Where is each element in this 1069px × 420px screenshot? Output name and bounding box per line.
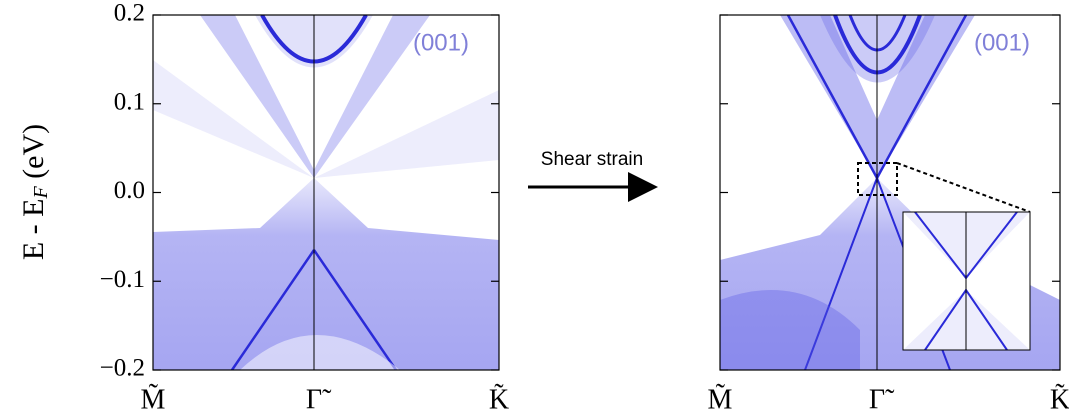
y-tick-label: −0.2 — [100, 355, 145, 382]
x-tick-label: M̃ — [141, 384, 166, 415]
zoom-box — [857, 162, 898, 196]
zoom-connector — [896, 162, 1031, 213]
spectral-map-left — [153, 15, 499, 370]
x-tick-label: Γ̃ — [306, 384, 332, 415]
y-tick-label: 0.1 — [114, 88, 145, 115]
spectral-map-right — [720, 15, 1060, 370]
x-tick-label: Γ̃ — [869, 384, 895, 415]
y-label-part: (eV) — [17, 124, 50, 186]
x-tick-label: M̃ — [708, 384, 733, 415]
arrow-label: Shear strain — [541, 149, 643, 170]
inset-frame — [902, 211, 1031, 351]
y-axis-label: E - EF (eV) — [17, 124, 52, 260]
y-tick-label: −0.1 — [100, 266, 145, 293]
inset — [903, 212, 1030, 350]
x-tick-label: K̃ — [1050, 384, 1069, 415]
x-tick-label: K̃ — [489, 384, 509, 415]
panel-annotation: (001) — [413, 29, 469, 56]
y-label-subscript: F — [30, 186, 52, 200]
panel-annotation: (001) — [974, 29, 1030, 56]
y-tick-label: 0.2 — [114, 0, 145, 27]
y-tick-label: 0.0 — [114, 177, 145, 204]
y-label-part: E - E — [17, 199, 50, 261]
